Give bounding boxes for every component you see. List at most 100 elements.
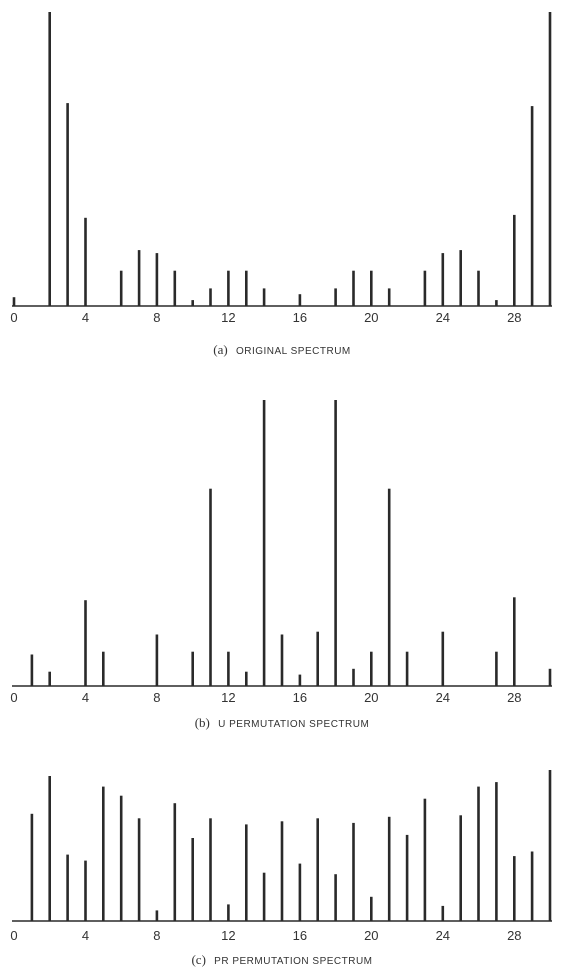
original-spectrum-bar-30 (548, 12, 552, 306)
original-spectrum-tick-label-4: 4 (82, 310, 89, 325)
pr-permutation-spectrum-caption: (c) PR PERMUTATION SPECTRUM (191, 952, 372, 967)
original-spectrum-tick-label-0: 0 (10, 310, 17, 325)
u-permutation-spectrum-tick-label-16: 16 (293, 690, 307, 705)
pr-permutation-spectrum-bar-23 (423, 798, 427, 921)
pr-permutation-spectrum-caption-title: PR PERMUTATION SPECTRUM (214, 956, 372, 967)
u-permutation-spectrum-tick-label-8: 8 (153, 690, 160, 705)
original-spectrum-tick-label-28: 28 (507, 310, 521, 325)
u-permutation-spectrum-bar-21 (387, 488, 391, 686)
pr-permutation-spectrum-bar-27 (495, 782, 498, 921)
original-spectrum-tick-label-8: 8 (153, 310, 160, 325)
pr-permutation-spectrum-bar-16 (298, 863, 302, 921)
pr-permutation-spectrum-bar-10 (191, 838, 194, 921)
original-spectrum-bar-10 (191, 300, 194, 306)
original-spectrum-caption: (a) ORIGINAL SPECTRUM (213, 342, 351, 357)
pr-permutation-spectrum-tick-label-28: 28 (507, 928, 521, 943)
u-permutation-spectrum-bar-2 (48, 671, 51, 686)
original-spectrum-bar-3 (66, 103, 69, 306)
u-permutation-spectrum-bar-19 (352, 668, 355, 686)
pr-permutation-spectrum-tick-label-20: 20 (364, 928, 378, 943)
pr-permutation-spectrum-bar-18 (334, 874, 337, 921)
u-permutation-spectrum-bar-16 (298, 674, 302, 686)
pr-permutation-spectrum-bar-22 (405, 834, 409, 921)
pr-permutation-spectrum-bar-25 (459, 815, 462, 921)
pr-permutation-spectrum-bar-9 (173, 803, 177, 921)
original-spectrum-bar-19 (352, 270, 355, 306)
u-permutation-spectrum-tick-label-0: 0 (10, 690, 17, 705)
original-spectrum-caption-title: ORIGINAL SPECTRUM (236, 346, 351, 357)
original-spectrum-tick-label-20: 20 (364, 310, 378, 325)
u-permutation-spectrum-bar-5 (102, 651, 105, 686)
u-permutation-spectrum-bar-8 (155, 634, 159, 686)
u-permutation-spectrum-bar-20 (370, 651, 373, 686)
u-permutation-spectrum-bar-17 (316, 631, 319, 686)
original-spectrum-tick-label-16: 16 (293, 310, 307, 325)
original-spectrum-bar-18 (334, 288, 337, 306)
pr-permutation-spectrum-bar-1 (30, 813, 34, 921)
original-spectrum-bar-28 (513, 214, 516, 306)
pr-permutation-spectrum-bar-30 (548, 770, 552, 921)
original-spectrum-bar-2 (48, 12, 51, 306)
original-spectrum-bar-13 (245, 270, 248, 306)
u-permutation-spectrum-bar-22 (405, 651, 409, 686)
pr-permutation-spectrum-tick-label-0: 0 (10, 928, 17, 943)
original-spectrum-bar-14 (262, 288, 266, 306)
original-spectrum-tick-label-12: 12 (221, 310, 235, 325)
u-permutation-spectrum-bar-1 (30, 654, 34, 686)
u-permutation-spectrum-bar-11 (209, 488, 212, 686)
original-spectrum-bar-0 (12, 297, 16, 306)
original-spectrum-bar-23 (423, 270, 427, 306)
pr-permutation-spectrum-bar-12 (227, 904, 230, 921)
original-spectrum-caption-prefix: (a) (213, 342, 227, 357)
pr-permutation-spectrum-bar-2 (48, 776, 51, 921)
u-permutation-spectrum-bar-30 (548, 668, 552, 686)
panel-u-permutation-spectrum: 0 4 8 12 16 20 24 28 (b) U PERMUTATION SPECTRUM (10, 400, 552, 730)
original-spectrum-bar-24 (441, 253, 445, 306)
u-permutation-spectrum-bar-15 (280, 634, 284, 686)
pr-permutation-spectrum-bar-6 (119, 795, 123, 921)
pr-permutation-spectrum-x-ticks: 0 4 8 12 16 20 24 28 (10, 928, 521, 943)
u-permutation-spectrum-bar-10 (191, 651, 194, 686)
pr-permutation-spectrum-bar-3 (66, 854, 69, 921)
original-spectrum-x-ticks: 0 4 8 12 16 20 24 28 (10, 310, 521, 325)
original-spectrum-bar-20 (370, 270, 373, 306)
original-spectrum-bar-8 (155, 253, 159, 306)
pr-permutation-spectrum-bar-4 (84, 860, 87, 921)
u-permutation-spectrum-x-ticks: 0 4 8 12 16 20 24 28 (10, 690, 521, 705)
pr-permutation-spectrum-caption-prefix: (c) (191, 952, 205, 967)
pr-permutation-spectrum-bar-26 (477, 786, 480, 921)
pr-permutation-spectrum-bar-15 (280, 821, 284, 921)
pr-permutation-spectrum-tick-label-16: 16 (293, 928, 307, 943)
u-permutation-spectrum-caption-prefix: (b) (195, 715, 210, 730)
u-permutation-spectrum-bar-12 (227, 651, 230, 686)
original-spectrum-bar-27 (495, 300, 498, 306)
original-spectrum-bar-16 (298, 294, 302, 306)
panel-pr-permutation-spectrum: 0 4 8 12 16 20 24 28 (c) PR PERMUTATION SPECTRU… (10, 770, 552, 967)
u-permutation-spectrum-tick-label-28: 28 (507, 690, 521, 705)
pr-permutation-spectrum-bar-17 (316, 818, 319, 921)
original-spectrum-bar-12 (227, 270, 230, 306)
u-permutation-spectrum-bar-24 (441, 631, 445, 686)
pr-permutation-spectrum-bar-19 (352, 822, 355, 921)
original-spectrum-tick-label-24: 24 (436, 310, 450, 325)
pr-permutation-spectrum-tick-label-8: 8 (153, 928, 160, 943)
pr-permutation-spectrum-bars (30, 770, 552, 921)
pr-permutation-spectrum-tick-label-12: 12 (221, 928, 235, 943)
u-permutation-spectrum-caption: (b) U PERMUTATION SPECTRUM (195, 715, 370, 730)
pr-permutation-spectrum-tick-label-4: 4 (82, 928, 89, 943)
pr-permutation-spectrum-bar-5 (102, 786, 105, 921)
pr-permutation-spectrum-bar-14 (262, 872, 266, 921)
pr-permutation-spectrum-tick-label-24: 24 (436, 928, 450, 943)
original-spectrum-bar-7 (137, 250, 141, 306)
u-permutation-spectrum-tick-label-12: 12 (221, 690, 235, 705)
original-spectrum-bar-6 (119, 270, 123, 306)
pr-permutation-spectrum-bar-24 (441, 905, 445, 921)
pr-permutation-spectrum-bar-8 (155, 910, 159, 921)
u-permutation-spectrum-bar-28 (513, 597, 516, 686)
pr-permutation-spectrum-bar-29 (530, 851, 534, 921)
u-permutation-spectrum-tick-label-20: 20 (364, 690, 378, 705)
u-permutation-spectrum-bar-18 (334, 400, 337, 686)
pr-permutation-spectrum-bar-13 (245, 824, 248, 921)
pr-permutation-spectrum-bar-28 (513, 856, 516, 921)
